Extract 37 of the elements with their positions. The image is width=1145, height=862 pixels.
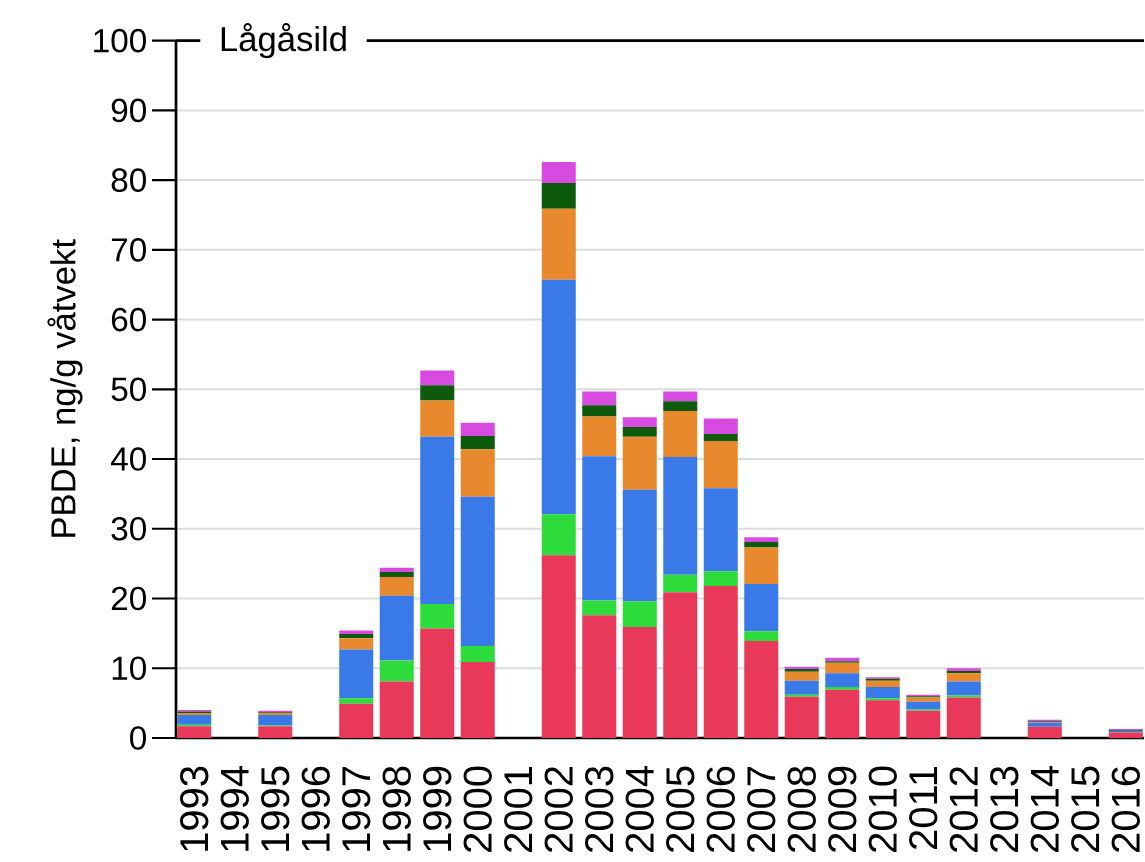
x-tick-label: 2005 (666, 766, 695, 852)
x-tick-label: 1997 (342, 766, 371, 851)
y-tick-label: 0 (130, 726, 146, 750)
x-tick-label: 1999 (423, 766, 452, 851)
x-tick-label: 2007 (747, 766, 776, 852)
x-tick-label: 2006 (706, 766, 735, 852)
y-tick-label: 10 (112, 656, 146, 681)
x-tick-label: 2009 (828, 766, 857, 852)
x-tick-label: 1994 (220, 766, 249, 851)
x-tick-label: 2000 (463, 766, 492, 852)
x-tick-label: 2012 (949, 766, 978, 852)
y-tick-label: 70 (111, 238, 146, 262)
y-tick-label: 90 (111, 98, 146, 123)
x-tick-label: 1993 (180, 766, 209, 851)
x-tick-label: 2011 (909, 766, 938, 849)
x-tick-label: 2002 (544, 766, 573, 852)
y-tick-label: 80 (111, 168, 146, 192)
y-tick-label: 20 (111, 586, 146, 611)
x-tick-label: 2004 (625, 766, 654, 852)
y-axis-title: PBDE, ng/g våtvekt (47, 239, 83, 537)
y-tick-label: 40 (110, 447, 146, 471)
x-tick-label: 2016 (1111, 766, 1140, 852)
y-tick-label: 30 (111, 516, 146, 541)
x-tick-label: 2014 (1030, 766, 1059, 852)
chart-title: Lågåsild (221, 23, 346, 59)
x-tick-label: 2001 (504, 766, 533, 852)
x-tick-label: 1995 (261, 766, 290, 851)
x-tick-label: 1998 (382, 766, 411, 851)
y-tick-label: 50 (111, 377, 146, 402)
x-tick-label: 1996 (301, 766, 330, 851)
x-tick-label: 2003 (585, 766, 614, 852)
x-tick-label: 2013 (990, 766, 1019, 852)
x-tick-label: 2010 (868, 766, 897, 852)
y-tick-label: 60 (111, 307, 146, 332)
x-tick-label: 2015 (1071, 766, 1100, 852)
y-tick-label: 100 (94, 28, 146, 53)
x-tick-label: 2008 (787, 766, 816, 852)
